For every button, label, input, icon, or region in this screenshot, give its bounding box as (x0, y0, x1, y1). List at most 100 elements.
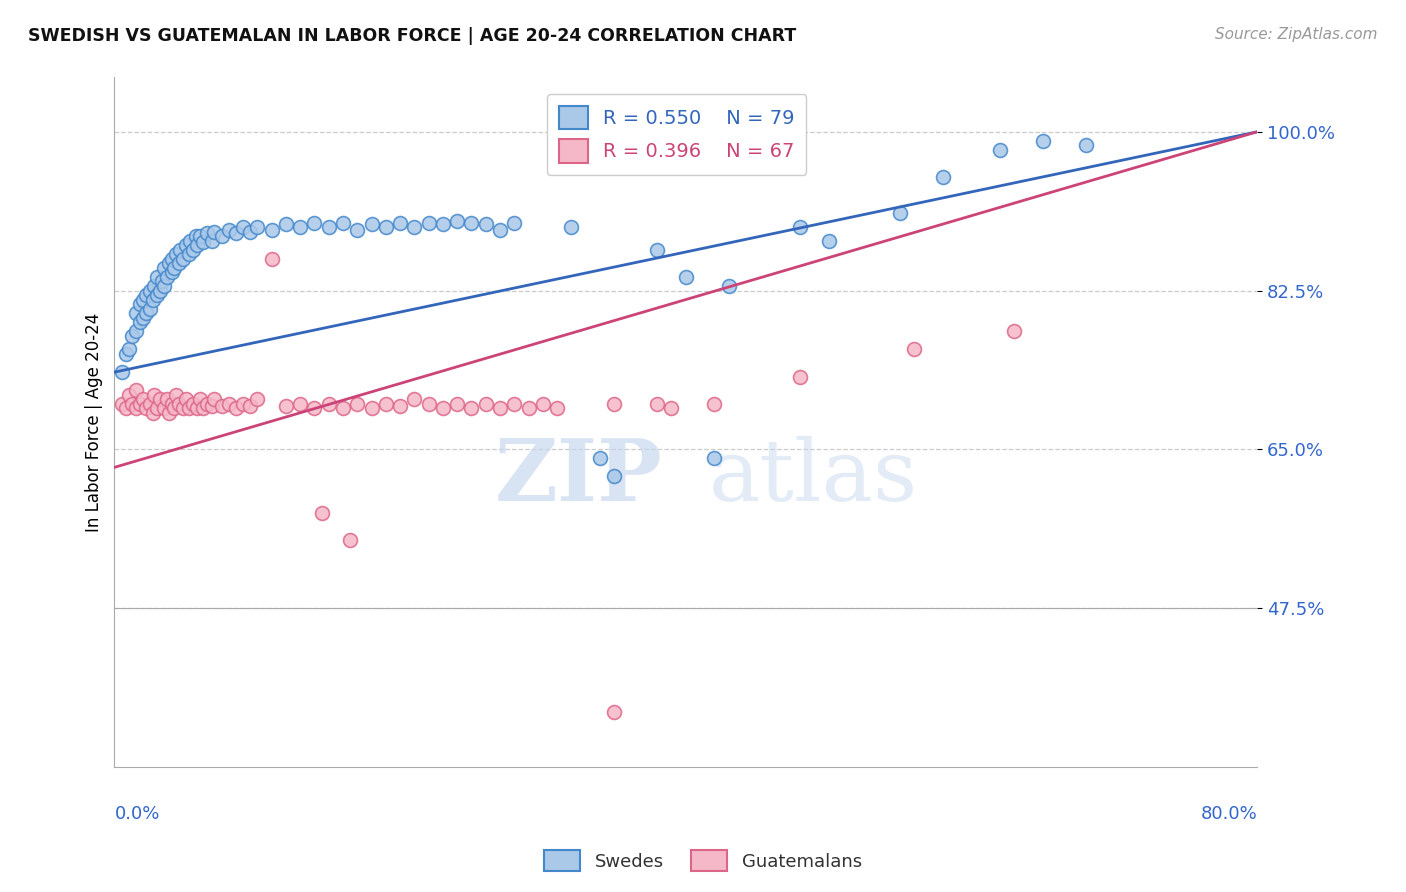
Point (132, 392, 155, 407)
Point (163, 260, 186, 275)
Point (932, 170, 955, 185)
Point (125, 324, 148, 338)
Point (246, 220, 269, 235)
Point (274, 217, 297, 231)
Point (789, 220, 811, 235)
Point (202, 392, 225, 407)
Point (560, 220, 582, 235)
Point (304, 401, 326, 416)
Point (118, 388, 141, 402)
Point (703, 397, 725, 411)
Point (603, 705, 626, 719)
Point (110, 397, 132, 411)
Point (239, 225, 262, 239)
Point (149, 284, 172, 298)
Point (153, 279, 176, 293)
Point (174, 392, 197, 407)
Point (645, 243, 668, 257)
Point (139, 284, 162, 298)
Point (125, 306, 148, 320)
Point (404, 220, 426, 235)
Point (418, 215, 440, 229)
Point (118, 343, 141, 357)
Point (389, 215, 412, 229)
Point (274, 399, 297, 413)
Point (191, 235, 214, 250)
Point (195, 397, 218, 411)
Point (160, 265, 183, 279)
Point (110, 365, 132, 379)
Point (218, 397, 240, 411)
Point (188, 392, 211, 407)
Point (717, 279, 740, 293)
Point (460, 215, 482, 229)
Point (311, 506, 333, 520)
Legend: R = 0.550    N = 79, R = 0.396    N = 67: R = 0.550 N = 79, R = 0.396 N = 67 (547, 94, 807, 175)
Point (232, 397, 254, 411)
Point (474, 217, 496, 231)
Point (169, 243, 191, 257)
Point (200, 399, 222, 413)
Point (157, 256, 180, 270)
Point (165, 388, 187, 402)
Point (143, 279, 166, 293)
Point (225, 401, 247, 416)
Point (360, 217, 382, 231)
Point (288, 397, 311, 411)
Point (503, 215, 526, 229)
Point (903, 343, 925, 357)
Text: atlas: atlas (709, 435, 918, 519)
Point (135, 401, 157, 416)
Point (817, 234, 839, 248)
Point (195, 227, 218, 241)
Point (489, 401, 512, 416)
Point (225, 227, 247, 241)
Point (589, 451, 612, 466)
Point (988, 143, 1011, 157)
Point (186, 238, 208, 252)
Point (115, 401, 138, 416)
Point (172, 252, 194, 266)
Point (135, 288, 157, 302)
Point (121, 397, 143, 411)
Point (177, 247, 200, 261)
Point (125, 401, 148, 416)
Point (1002, 324, 1025, 338)
Point (1032, 134, 1054, 148)
Text: ZIP: ZIP (495, 435, 662, 519)
Point (142, 293, 165, 307)
Point (517, 401, 540, 416)
Point (135, 306, 157, 320)
Point (603, 397, 626, 411)
Point (389, 399, 412, 413)
Legend: Swedes, Guatemalans: Swedes, Guatemalans (537, 843, 869, 879)
Point (360, 401, 382, 416)
Point (132, 310, 155, 325)
Text: Source: ZipAtlas.com: Source: ZipAtlas.com (1215, 27, 1378, 42)
Point (211, 399, 233, 413)
Text: 80.0%: 80.0% (1201, 805, 1257, 823)
Point (318, 220, 340, 235)
Point (132, 293, 155, 307)
Point (181, 243, 204, 257)
Point (404, 392, 426, 407)
Point (1074, 138, 1097, 153)
Point (703, 451, 725, 466)
Point (121, 329, 143, 343)
Point (531, 397, 554, 411)
Point (181, 397, 204, 411)
Point (156, 392, 179, 407)
Point (139, 397, 162, 411)
Point (645, 397, 668, 411)
Y-axis label: In Labor Force | Age 20-24: In Labor Force | Age 20-24 (86, 312, 103, 532)
Point (129, 315, 152, 329)
Point (332, 215, 354, 229)
Point (346, 397, 368, 411)
Point (153, 401, 176, 416)
Point (446, 397, 468, 411)
Point (432, 401, 454, 416)
Point (167, 397, 190, 411)
Point (288, 220, 311, 235)
Point (232, 220, 254, 235)
Point (184, 229, 207, 244)
